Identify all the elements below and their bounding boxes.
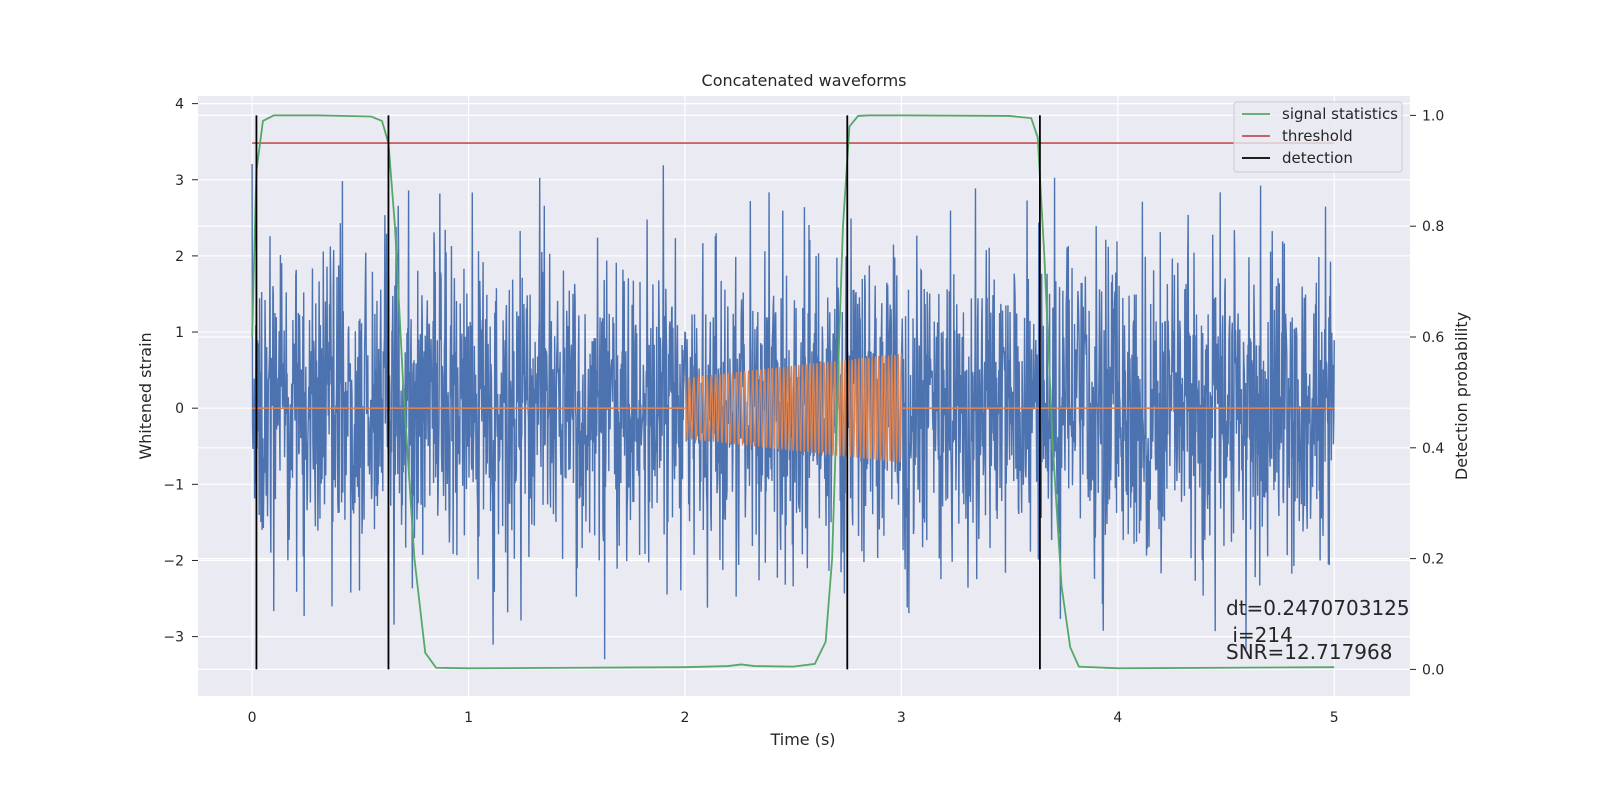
y-left-tick-label: 4 — [175, 97, 184, 113]
x-tick-label: 0 — [248, 710, 257, 726]
x-tick-label: 4 — [1113, 710, 1122, 726]
y-right-tick-label: 0.2 — [1422, 552, 1444, 568]
y-left-tick-label: 1 — [175, 325, 184, 341]
noise-line — [251, 164, 1335, 660]
chart-title: Concatenated waveforms — [702, 71, 907, 90]
series-injected-chirp — [252, 353, 1335, 463]
y-axis-label-left: Whitened strain — [136, 332, 155, 459]
legend-label-detection: detection — [1282, 149, 1353, 167]
annotation-dt: dt=0.2470703125 — [1226, 596, 1410, 620]
legend-label-threshold: threshold — [1282, 127, 1353, 145]
legend: signal statistics threshold detection — [1233, 101, 1403, 173]
x-tick-label: 1 — [464, 710, 473, 726]
x-tick-label: 3 — [897, 710, 906, 726]
annotation-snr: SNR=12.717968 — [1226, 640, 1392, 664]
y-left-tick-label: 3 — [175, 173, 184, 189]
y-left-tick-label: −1 — [163, 477, 184, 493]
annotations: dt=0.2470703125 i=214 SNR=12.717968 — [1226, 596, 1410, 664]
x-axis-label: Time (s) — [769, 730, 835, 749]
y-left-tick-label: −3 — [163, 630, 184, 646]
ticks: 0 1 2 3 4 5 −3 −2 −1 0 1 2 3 4 0.0 0.2 0.4 0.6 0.8 1.0 — [163, 97, 1444, 726]
y-right-tick-label: 0.0 — [1422, 662, 1444, 678]
signal-statistics-line — [251, 114, 1335, 670]
x-tick-label: 5 — [1330, 710, 1339, 726]
y-right-tick-label: 1.0 — [1422, 108, 1444, 124]
y-right-tick-label: 0.6 — [1422, 330, 1444, 346]
legend-label-signal-statistics: signal statistics — [1282, 105, 1398, 123]
series-noise — [251, 164, 1335, 660]
x-tick-label: 2 — [681, 710, 690, 726]
y-left-tick-label: −2 — [163, 553, 184, 569]
y-left-tick-label: 2 — [175, 249, 184, 265]
y-left-tick-label: 0 — [175, 401, 184, 417]
overlay-series — [251, 114, 1335, 670]
y-axis-label-right: Detection probability — [1452, 312, 1471, 480]
annotation-i: i=214 — [1226, 623, 1293, 647]
y-right-tick-label: 0.8 — [1422, 219, 1444, 235]
chirp-oscillation — [684, 353, 903, 463]
y-right-tick-label: 0.4 — [1422, 441, 1444, 457]
legend-box — [1233, 101, 1403, 173]
